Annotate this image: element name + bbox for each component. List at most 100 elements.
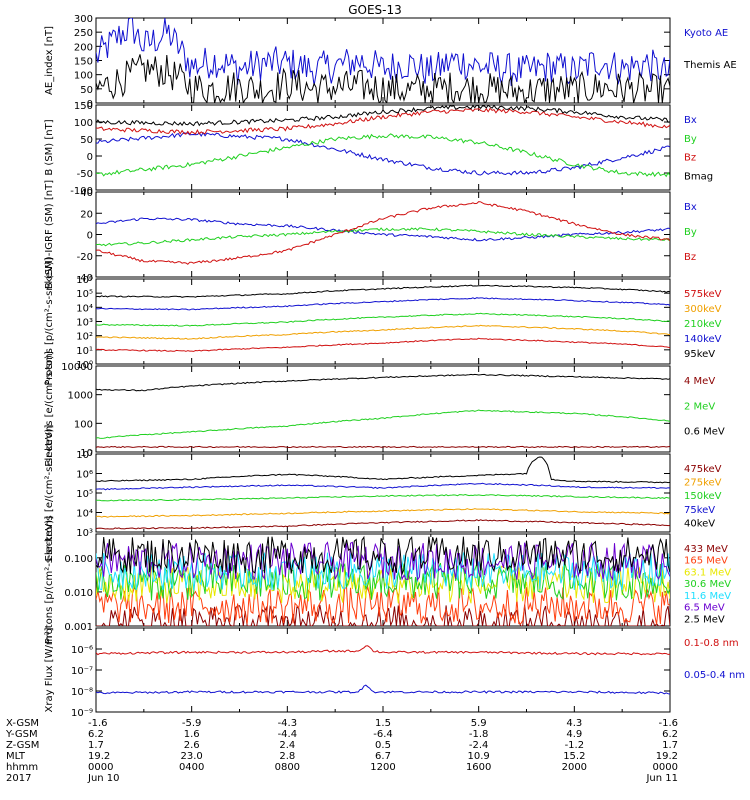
time-row-value: 2.4 <box>279 740 295 751</box>
time-row-value: -4.4 <box>278 729 298 740</box>
time-row-value: Jun 11 <box>645 773 678 784</box>
y-tick-label: 10⁵ <box>76 489 93 500</box>
time-row-value: 10.9 <box>468 751 490 762</box>
series-line-40kev <box>96 456 670 484</box>
y-tick-label: 300 <box>74 14 93 25</box>
time-row-value: 6.2 <box>662 729 678 740</box>
y-tick-label: 100 <box>74 419 93 430</box>
legend-entry: Themis AE <box>683 60 737 71</box>
panel-frame <box>95 104 671 191</box>
series-line-0-1-0-8-nm <box>96 645 670 656</box>
y-tick-label: 10⁰ <box>76 360 93 371</box>
legend-entry: 575keV <box>684 289 722 300</box>
plot-title: GOES-13 <box>348 3 402 17</box>
legend-entry: 165 MeV <box>684 556 728 567</box>
y-tick-label: 10⁶ <box>76 275 93 286</box>
series-line-bx <box>96 131 670 176</box>
time-row-value: 1.6 <box>184 729 200 740</box>
panel-7: 0.001 0.010 0.100 Protons [p/(cm²-s-sr-keV)… <box>44 516 731 644</box>
y-tick-label: 0 <box>87 152 93 163</box>
y-tick-label: -40 <box>77 273 93 284</box>
y-tick-label: 50 <box>80 85 93 96</box>
y-tick-label: 150 <box>74 101 93 112</box>
y-tick-label: -20 <box>77 252 93 263</box>
time-row-value: 0400 <box>179 762 204 773</box>
time-row-label: MLT <box>6 751 26 762</box>
series-line-95kev <box>96 284 670 298</box>
y-tick-label: 10⁴ <box>76 303 93 314</box>
time-row-value: 19.2 <box>656 751 678 762</box>
time-row-value: -2.4 <box>469 740 489 751</box>
y-axis-label: B (SM)-IGRF (SM) [nT] <box>44 180 55 289</box>
time-row-value: 1600 <box>466 762 491 773</box>
series-line-bx <box>96 217 670 242</box>
legend-entry: Bmag <box>684 171 713 182</box>
legend-entry: 210keV <box>684 319 722 330</box>
series-line-themis-ae <box>96 54 670 103</box>
time-row-value: -5.9 <box>182 718 202 729</box>
y-tick-label: 150 <box>74 57 93 68</box>
y-tick-label: 1000 <box>68 391 93 402</box>
y-tick-label: 40 <box>80 188 93 199</box>
y-tick-label: -100 <box>70 186 93 197</box>
legend-entry: Bz <box>684 153 696 164</box>
y-tick-label: 100 <box>74 118 93 129</box>
time-axis: X-GSM -1.6 -5.9 -4.3 1.5 5.9 4.3 -1.6Y-GSM 6.2 1.… <box>5 718 678 784</box>
legend-entry: Bx <box>684 115 697 126</box>
y-tick-label: 50 <box>80 135 93 146</box>
panel-frame <box>95 453 671 533</box>
legend-entry: 0.6 MeV <box>684 427 725 438</box>
time-row-value: 2.6 <box>184 740 200 751</box>
time-row-value: 4.9 <box>566 729 582 740</box>
panel-6: 10³ 10⁴ 10⁵ 10⁶ 10⁷ Electrons [e/(cm²-s-sr-ke… <box>44 424 722 561</box>
panel-3: -40 -20 0 20 40 B (SM)-IGRF (SM) [nT] Bx By Bz <box>44 180 697 289</box>
legend-entry: 95keV <box>684 349 715 360</box>
series-line-275kev <box>96 508 670 518</box>
time-row-value: 6.2 <box>88 729 104 740</box>
legend-entry: 0.1-0.8 nm <box>684 638 739 649</box>
series-line-2-5-mev <box>96 535 670 576</box>
time-row-label: Y-GSM <box>5 729 38 740</box>
time-row-value: -6.4 <box>373 729 393 740</box>
panel-frame <box>95 365 671 453</box>
legend-entry: 140keV <box>684 334 722 345</box>
legend-entry: 4 MeV <box>684 376 715 387</box>
time-row-label: Z-GSM <box>6 740 39 751</box>
legend-entry: 2.5 MeV <box>684 614 725 625</box>
y-axis-label: Xray Flux [W/m²] <box>44 627 55 712</box>
legend-entry: 150keV <box>684 491 722 502</box>
legend-entry: 30.6 MeV <box>684 579 731 590</box>
y-axis-label: Electrons [e/(cm²-s-sr-keV)] <box>44 424 55 561</box>
y-axis-label: Protons [p/(cm²-s-sr-keV)] <box>44 516 55 644</box>
time-row-value: -4.3 <box>278 718 298 729</box>
y-tick-label: 10⁻⁹ <box>71 708 93 719</box>
series-line-by <box>96 227 670 247</box>
legend-entry: By <box>684 134 697 145</box>
y-tick-label: 10⁻⁷ <box>71 666 93 677</box>
time-row-value: 0800 <box>275 762 300 773</box>
legend-entry: By <box>684 227 697 238</box>
y-tick-label: 100 <box>74 71 93 82</box>
legend-entry: Bz <box>684 252 696 263</box>
series-line-475kev <box>96 519 670 530</box>
y-tick-label: 10⁻⁶ <box>71 645 93 656</box>
y-tick-label: 10³ <box>76 528 93 539</box>
legend-entry: Bx <box>684 202 697 213</box>
y-tick-label: 10⁶ <box>76 470 93 481</box>
y-tick-label: 0.100 <box>64 554 93 565</box>
time-row-value: 2.8 <box>279 751 295 762</box>
time-row-label: hhmm <box>6 762 38 773</box>
y-tick-label: 0.001 <box>64 622 93 633</box>
time-row-value: 1.7 <box>662 740 678 751</box>
series-line-165-mev <box>96 585 670 625</box>
y-tick-label: 10⁴ <box>76 509 93 520</box>
series-group <box>96 535 670 626</box>
time-row-value: -1.6 <box>88 718 108 729</box>
legend-entry: 63.1 MeV <box>684 567 731 578</box>
time-row-value: 0.5 <box>375 740 391 751</box>
series-group <box>96 105 670 178</box>
y-axis-label: AE_index [nT] <box>44 26 55 95</box>
legend-entry: Kyoto AE <box>684 28 728 39</box>
